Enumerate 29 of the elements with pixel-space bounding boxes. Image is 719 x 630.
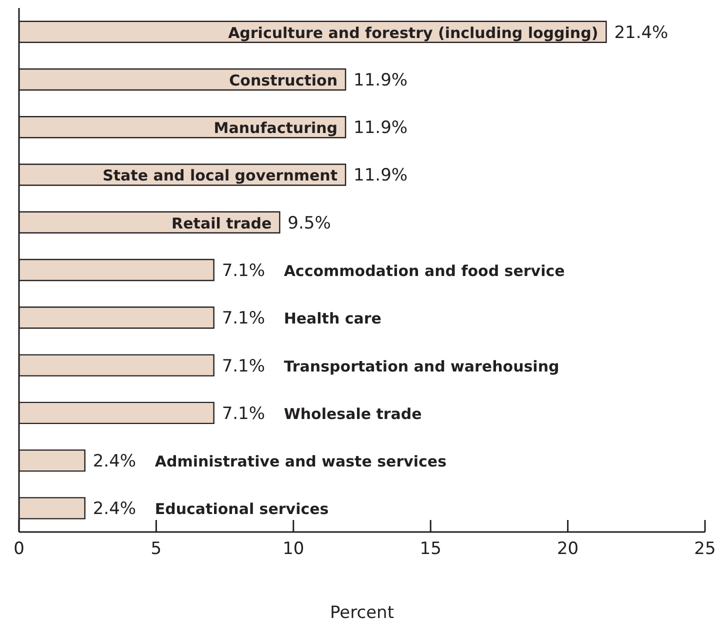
- data-label: 7.1%: [222, 356, 266, 376]
- x-tick-label: 0: [14, 539, 24, 559]
- x-tick-label: 10: [282, 539, 304, 559]
- y-tick-label: Manufacturing: [214, 119, 338, 138]
- x-axis-title: Percent: [330, 603, 394, 623]
- y-tick-label: Agriculture and forestry (including logging): [228, 24, 598, 42]
- x-tick-label: 20: [556, 539, 579, 559]
- data-label: 7.1%: [222, 308, 266, 329]
- x-tick-label: 5: [150, 539, 162, 559]
- data-label: 2.4%: [92, 452, 136, 472]
- data-label: 7.1%: [222, 261, 266, 282]
- data-label: 11.9%: [354, 70, 408, 90]
- y-tick-label: Administrative and waste services: [154, 452, 447, 471]
- y-tick-label: State and local government: [102, 166, 338, 185]
- data-label: 11.9%: [354, 166, 408, 186]
- x-tick-label: 25: [694, 539, 716, 559]
- y-tick-label: Educational services: [154, 500, 329, 518]
- data-label: 2.4%: [92, 499, 136, 520]
- data-label: 11.9%: [354, 118, 408, 138]
- y-tick-label: Construction: [229, 71, 338, 90]
- y-tick-label: Wholesale trade: [284, 404, 422, 423]
- data-label: 7.1%: [222, 404, 266, 424]
- y-tick-label: Health care: [284, 310, 382, 328]
- y-tick-label: Transportation and warehousing: [284, 357, 560, 376]
- y-tick-label: Retail trade: [172, 214, 272, 232]
- data-label: 21.4%: [614, 22, 668, 43]
- data-label: 9.5%: [288, 213, 331, 234]
- x-tick-label: 15: [420, 539, 442, 559]
- y-tick-label: Accommodation and food service: [284, 262, 565, 280]
